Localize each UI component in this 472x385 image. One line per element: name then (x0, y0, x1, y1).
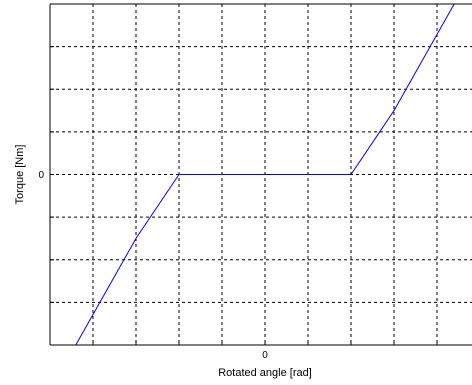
y-axis-label: Torque [Nm] (14, 145, 26, 205)
x-axis-label: Rotated angle [rad] (218, 367, 312, 379)
x-tick-label: 0 (262, 350, 268, 361)
tick-labels: 00 (38, 170, 268, 361)
y-tick-label: 0 (38, 170, 44, 181)
series-line-group (75, 3, 455, 346)
torque-series-line (75, 3, 455, 346)
tick-marks (50, 46, 438, 345)
